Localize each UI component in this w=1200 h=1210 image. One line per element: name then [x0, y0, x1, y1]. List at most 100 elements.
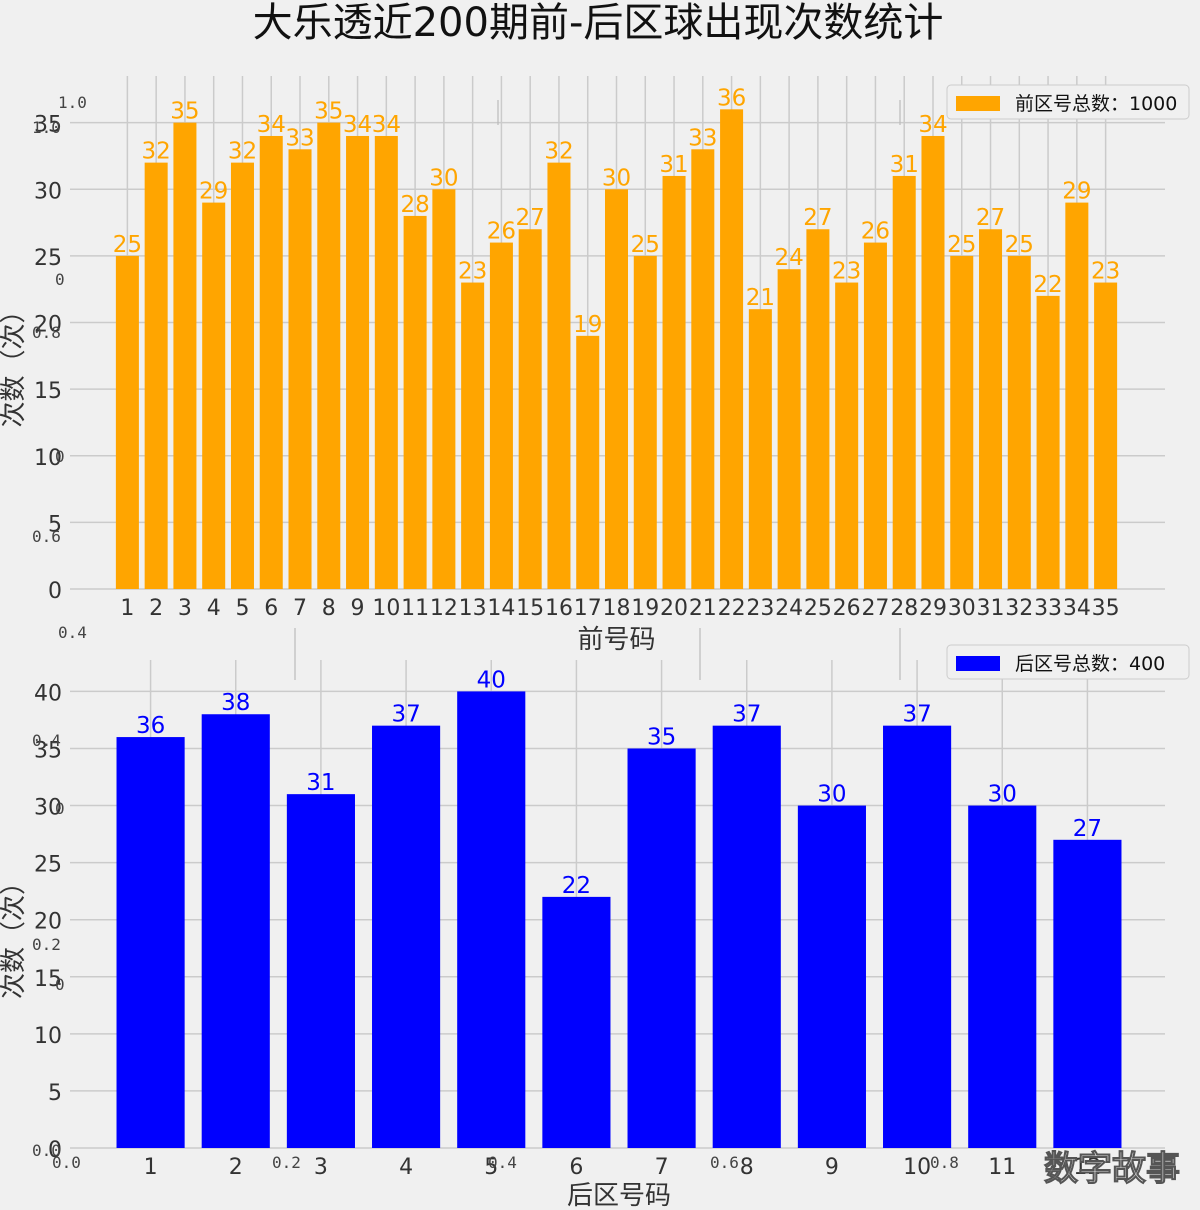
x-tick-label: 12 — [1073, 1155, 1101, 1180]
y-tick-label: 20 — [34, 313, 62, 338]
bar-value-label: 36 — [136, 713, 165, 739]
bar-value-label: 32 — [544, 139, 573, 165]
x-tick-label: 18 — [603, 596, 631, 621]
legend-box — [946, 84, 1190, 120]
bar-value-label: 35 — [647, 724, 676, 750]
bar-value-label: 23 — [832, 259, 861, 285]
x-tick-label: 25 — [804, 596, 832, 621]
y-tick-label: 0 — [48, 579, 62, 604]
bar — [1065, 202, 1089, 589]
bar — [230, 162, 254, 589]
bar-value-label: 31 — [890, 152, 919, 178]
bar — [979, 229, 1003, 590]
y-tick-label: 15 — [34, 967, 62, 992]
bar — [457, 691, 526, 1148]
bar — [691, 149, 715, 589]
bar-value-label: 24 — [774, 245, 803, 271]
bar — [806, 229, 830, 590]
ghost-tick-label: 0.6 — [32, 527, 61, 546]
x-tick-label: 7 — [293, 596, 307, 621]
legend-swatch — [956, 656, 1000, 671]
bar — [518, 229, 542, 590]
bar — [202, 202, 226, 589]
bar — [604, 189, 629, 589]
ghost-tick-label: 0.0 — [32, 1141, 61, 1160]
x-tick-label: 6 — [569, 1155, 583, 1180]
bar — [288, 149, 312, 589]
bar-value-label: 34 — [257, 112, 286, 138]
x-tick-label: 9 — [351, 596, 365, 621]
y-tick-label: 5 — [48, 512, 62, 537]
legend-label: 前区号总数：1000 — [1015, 93, 1177, 115]
x-tick-label: 8 — [322, 596, 336, 621]
x-tick-label: 16 — [545, 596, 573, 621]
bar-value-label: 31 — [659, 152, 688, 178]
bar-value-label: 35 — [170, 99, 199, 125]
ghost-tick-label: 0.8 — [32, 323, 61, 342]
ghost-tick-label: 1.0 — [32, 118, 61, 137]
legend-label: 后区号总数：400 — [1015, 653, 1165, 675]
bar-value-label: 34 — [918, 112, 947, 138]
x-tick-label: 26 — [833, 596, 861, 621]
bar — [1007, 255, 1031, 589]
x-tick-label: 35 — [1092, 596, 1120, 621]
y-tick-label: 15 — [34, 379, 62, 404]
x-tick-label: 2 — [149, 596, 163, 621]
legend-swatch — [956, 96, 1000, 111]
bar-value-label: 33 — [688, 125, 717, 151]
bar — [201, 714, 270, 1148]
bar-value-label: 30 — [817, 782, 846, 808]
bar-value-label: 25 — [1005, 232, 1034, 258]
bar-value-label: 27 — [976, 205, 1005, 231]
x-tick-label: 31 — [977, 596, 1005, 621]
x-tick-label: 32 — [1005, 596, 1033, 621]
bar — [950, 255, 974, 589]
bar-value-label: 26 — [487, 219, 516, 245]
x-tick-label: 21 — [689, 596, 717, 621]
bar-value-label: 34 — [343, 112, 372, 138]
x-tick-label: 14 — [487, 596, 515, 621]
y-tick-label: 20 — [34, 910, 62, 935]
y-tick-label: 30 — [34, 796, 62, 821]
bar-value-label: 31 — [306, 770, 335, 796]
x-tick-label: 8 — [740, 1155, 754, 1180]
x-tick-label: 9 — [825, 1155, 839, 1180]
bar-value-label: 25 — [113, 232, 142, 258]
x-tick-label: 12 — [430, 596, 458, 621]
bar — [346, 135, 370, 590]
bar-value-label: 29 — [199, 179, 228, 205]
legend: 后区号总数：400 — [946, 644, 1190, 680]
y-tick-label: 10 — [34, 446, 62, 471]
bar-value-label: 30 — [988, 782, 1017, 808]
bar — [542, 896, 611, 1148]
bar-value-label: 27 — [1073, 816, 1102, 842]
bar-value-label: 33 — [285, 125, 314, 151]
bar — [835, 282, 859, 589]
bar-value-label: 30 — [429, 165, 458, 191]
bar — [863, 242, 887, 589]
y-tick-label: 35 — [34, 738, 62, 763]
bar — [489, 242, 513, 589]
bar-value-label: 32 — [142, 139, 171, 165]
ghost-tick-label: 0 — [55, 270, 65, 289]
bar — [403, 215, 427, 589]
x-tick-label: 1 — [120, 596, 134, 621]
x-tick-label: 24 — [775, 596, 803, 621]
x-axis-label: 后区号码 — [567, 1181, 671, 1210]
ghost-tick-label: 0.4 — [488, 1153, 517, 1172]
x-tick-label: 4 — [399, 1155, 413, 1180]
bar-value-label: 36 — [717, 85, 746, 111]
x-tick-label: 28 — [890, 596, 918, 621]
bar — [1094, 282, 1118, 589]
x-tick-label: 4 — [207, 596, 221, 621]
bar — [374, 135, 398, 590]
x-axis-label: 前号码 — [577, 625, 655, 655]
x-tick-label: 23 — [746, 596, 774, 621]
x-tick-label: 3 — [314, 1155, 328, 1180]
bar-value-label: 22 — [562, 873, 591, 899]
x-tick-label: 7 — [655, 1155, 669, 1180]
bar — [662, 175, 686, 589]
x-tick-label: 10 — [372, 596, 400, 621]
ghost-tick-label: 0 — [55, 447, 65, 466]
x-tick-label: 1 — [144, 1155, 158, 1180]
